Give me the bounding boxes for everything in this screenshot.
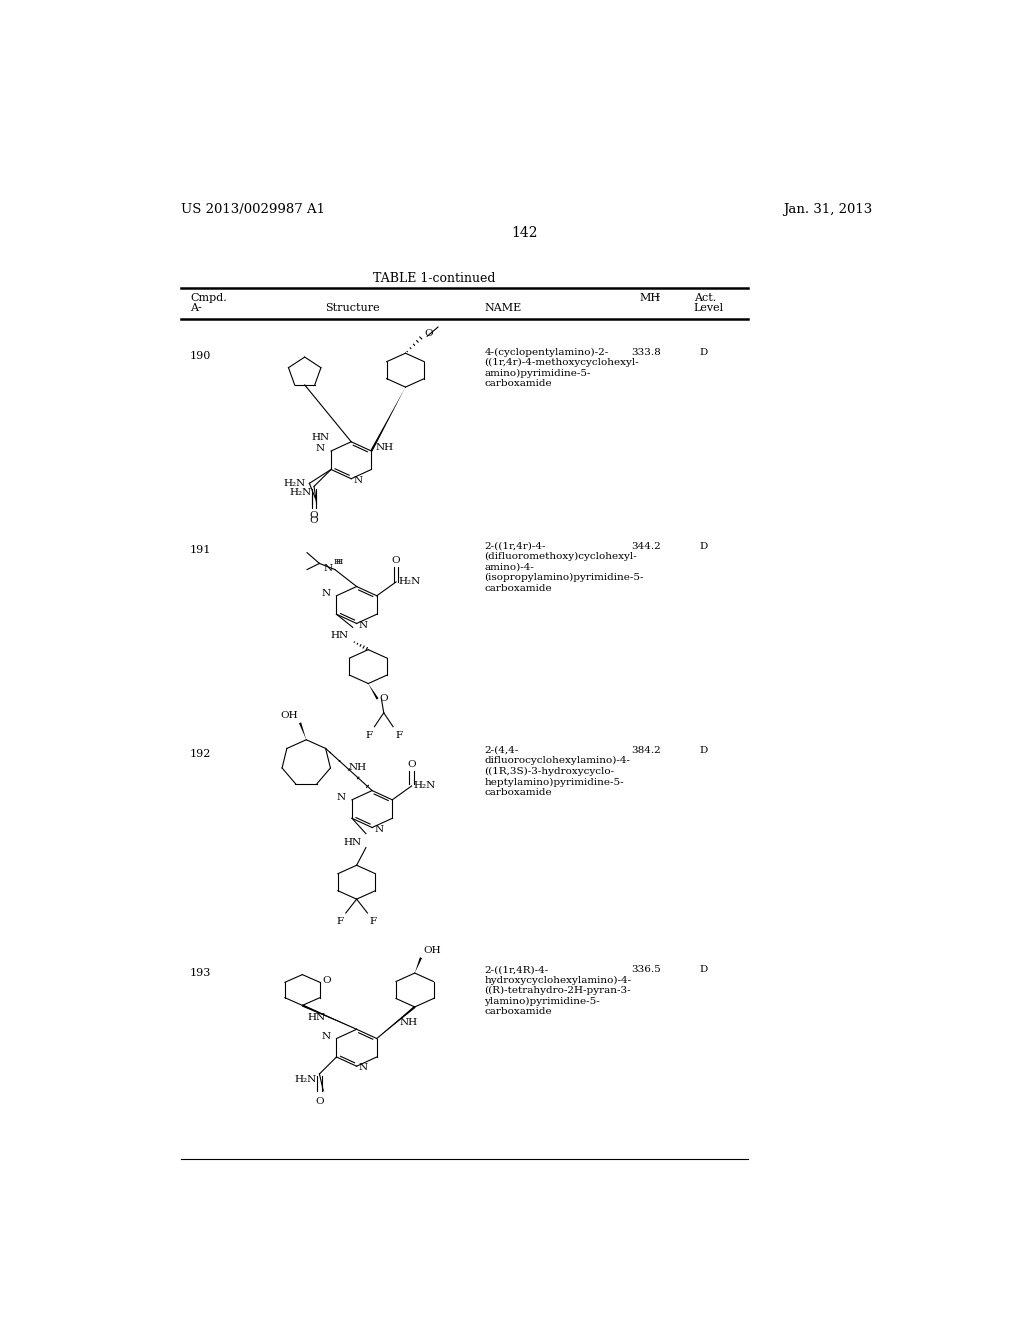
Text: D: D xyxy=(700,965,709,974)
Text: +: + xyxy=(653,293,660,301)
Polygon shape xyxy=(371,387,406,451)
Text: N: N xyxy=(359,1064,368,1072)
Text: N: N xyxy=(324,564,333,573)
Text: O: O xyxy=(315,1097,324,1106)
Text: 336.5: 336.5 xyxy=(632,965,662,974)
Text: 191: 191 xyxy=(190,545,211,554)
Text: H₂N: H₂N xyxy=(398,577,421,586)
Text: OH: OH xyxy=(281,711,298,721)
Text: 2-((1r,4r)-4-
(difluoromethoxy)cyclohexyl-
amino)-4-
(isopropylamino)pyrimidine-: 2-((1r,4r)-4- (difluoromethoxy)cyclohexy… xyxy=(484,543,644,593)
Text: F: F xyxy=(395,730,402,739)
Text: F: F xyxy=(365,730,372,739)
Text: O: O xyxy=(309,516,318,524)
Text: N: N xyxy=(315,445,325,453)
Text: 2-(4,4-
difluorocyclohexylamino)-4-
((1R,3S)-3-hydroxycyclo-
heptylamino)pyrimid: 2-(4,4- difluorocyclohexylamino)-4- ((1R… xyxy=(484,746,631,797)
Text: Cmpd.: Cmpd. xyxy=(190,293,226,304)
Text: N: N xyxy=(322,589,331,598)
Text: Jan. 31, 2013: Jan. 31, 2013 xyxy=(782,203,872,216)
Text: Level: Level xyxy=(693,304,724,313)
Text: 344.2: 344.2 xyxy=(632,543,662,550)
Text: N: N xyxy=(359,620,368,630)
Polygon shape xyxy=(299,722,306,739)
Text: A-: A- xyxy=(190,304,202,313)
Text: 190: 190 xyxy=(190,351,211,360)
Text: F: F xyxy=(370,917,377,925)
Text: MH: MH xyxy=(640,293,660,304)
Text: HN: HN xyxy=(344,838,362,846)
Polygon shape xyxy=(369,684,379,700)
Text: F: F xyxy=(336,917,343,925)
Text: TABLE 1-continued: TABLE 1-continued xyxy=(373,272,496,285)
Text: 333.8: 333.8 xyxy=(632,348,662,356)
Text: D: D xyxy=(700,543,709,550)
Text: O: O xyxy=(408,760,416,770)
Text: 142: 142 xyxy=(512,226,538,240)
Polygon shape xyxy=(415,957,422,973)
Text: O: O xyxy=(323,977,331,985)
Text: H₂N: H₂N xyxy=(290,488,311,496)
Text: O: O xyxy=(309,511,318,520)
Text: N: N xyxy=(353,475,362,484)
Text: NH: NH xyxy=(399,1018,418,1027)
Text: 2-((1r,4R)-4-
hydroxycyclohexylamino)-4-
((R)-tetrahydro-2H-pyran-3-
ylamino)pyr: 2-((1r,4R)-4- hydroxycyclohexylamino)-4-… xyxy=(484,965,632,1016)
Text: 4-(cyclopentylamino)-2-
((1r,4r)-4-methoxycyclohexyl-
amino)pyrimidine-5-
carbox: 4-(cyclopentylamino)-2- ((1r,4r)-4-metho… xyxy=(484,348,639,388)
Polygon shape xyxy=(302,1005,356,1030)
Text: O: O xyxy=(392,556,400,565)
Text: D: D xyxy=(700,348,709,356)
Text: US 2013/0029987 A1: US 2013/0029987 A1 xyxy=(180,203,325,216)
Text: NH: NH xyxy=(376,442,394,451)
Text: HN: HN xyxy=(307,1012,326,1022)
Text: HN: HN xyxy=(311,433,330,442)
Text: 193: 193 xyxy=(190,969,211,978)
Text: N: N xyxy=(375,825,384,833)
Text: 384.2: 384.2 xyxy=(632,746,662,755)
Text: 192: 192 xyxy=(190,748,211,759)
Text: N: N xyxy=(322,1032,331,1040)
Text: H: H xyxy=(335,558,342,566)
Polygon shape xyxy=(377,1006,416,1039)
Text: Act.: Act. xyxy=(693,293,716,304)
Text: H₂N: H₂N xyxy=(414,781,436,791)
Text: N: N xyxy=(337,793,346,803)
Text: NAME: NAME xyxy=(484,304,522,313)
Text: H: H xyxy=(334,558,341,566)
Text: O: O xyxy=(425,330,433,338)
Text: O: O xyxy=(380,694,388,704)
Text: NH: NH xyxy=(349,763,367,772)
Text: OH: OH xyxy=(423,946,441,956)
Text: D: D xyxy=(700,746,709,755)
Text: Structure: Structure xyxy=(326,304,380,313)
Text: H₂N: H₂N xyxy=(295,1076,317,1085)
Text: H₂N: H₂N xyxy=(284,479,305,488)
Text: HN: HN xyxy=(331,631,349,640)
